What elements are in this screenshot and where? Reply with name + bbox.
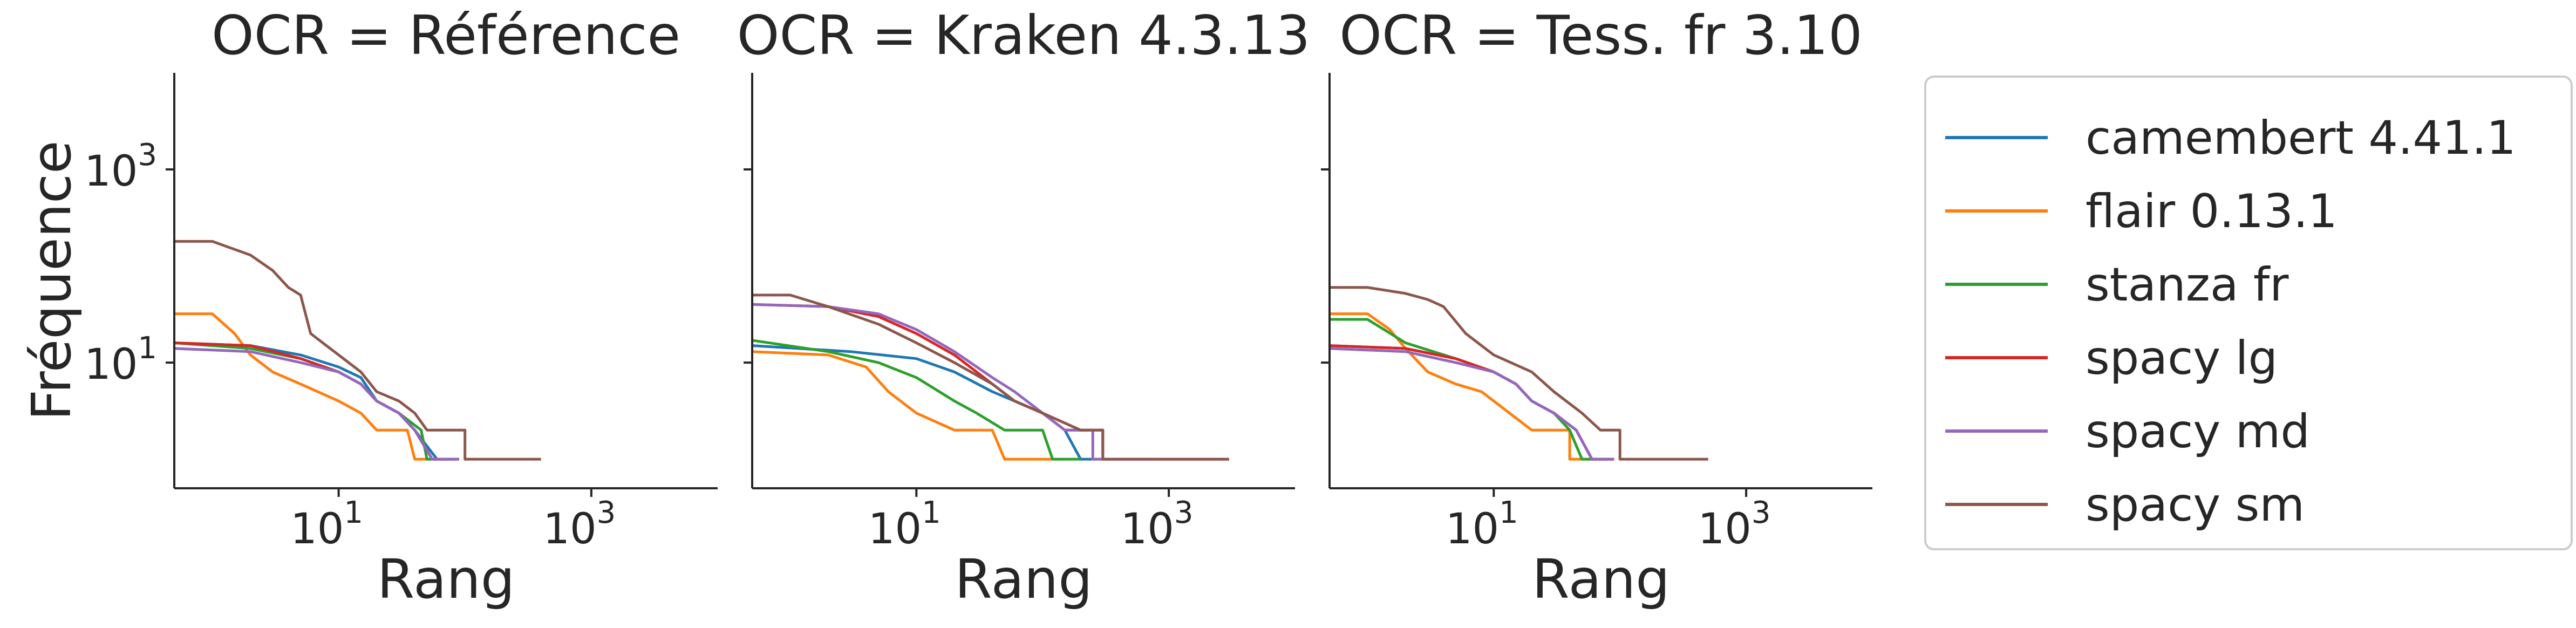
x-axis-label: Rang — [377, 548, 515, 611]
series-line-2-1 — [752, 344, 1103, 461]
series-line-3-5 — [1329, 347, 1614, 461]
y-axis-label: Fréquence — [20, 141, 83, 421]
legend-label: flair 0.13.1 — [2086, 185, 2338, 238]
series-line-2-3 — [752, 339, 1081, 461]
legend-entries: camembert 4.41.1 flair 0.13.1 stanza fr spa… — [1945, 111, 2516, 532]
chart-panels: OCR = Référence 101 103 101 103 Rang Fréquence… — [20, 4, 1872, 611]
x-tick-label: 103 — [543, 495, 616, 554]
series-line-2-2 — [752, 350, 1065, 461]
legend-label: spacy sm — [2086, 478, 2305, 532]
chart-title: OCR = Tess. fr 3.10 — [1339, 4, 1863, 67]
x-tick-label: 101 — [868, 495, 941, 554]
series-line-1-1 — [174, 342, 453, 461]
legend-label: camembert 4.41.1 — [2086, 111, 2516, 165]
series-line-2-5 — [752, 303, 1157, 461]
x-axis-label: Rang — [955, 548, 1092, 611]
legend-label: spacy md — [2086, 405, 2310, 459]
x-tick-label: 103 — [1698, 495, 1771, 554]
chart-panel-1: OCR = Référence 101 103 101 103 Rang Fréquence — [20, 4, 718, 611]
series-line-1-6 — [174, 240, 541, 461]
chart-title: OCR = Référence — [212, 4, 680, 67]
x-axis-label: Rang — [1532, 548, 1669, 611]
y-tick-label: 101 — [84, 331, 157, 389]
y-tick-label: 103 — [84, 138, 157, 196]
legend-frame — [1924, 76, 2573, 550]
x-tick-label: 101 — [1446, 495, 1518, 554]
chart-panel-3: OCR = Tess. fr 3.10 101 103 Rang — [1321, 4, 1872, 611]
series-line-2-6 — [752, 293, 1229, 461]
legend-label: spacy lg — [2086, 331, 2278, 385]
series-line-3-2 — [1330, 312, 1600, 461]
series-line-1-2 — [174, 312, 446, 461]
series-line-3-1 — [1329, 344, 1614, 461]
series-line-3-4 — [1329, 344, 1614, 461]
legend-label: stanza fr — [2086, 258, 2289, 312]
series-line-1-5 — [174, 347, 459, 461]
x-tick-label: 103 — [1121, 495, 1194, 554]
chart-panel-2: OCR = Kraken 4.3.13 101 103 Rang — [737, 4, 1310, 611]
series-line-3-6 — [1330, 286, 1708, 461]
chart-legend: camembert 4.41.1 flair 0.13.1 stanza fr spa… — [1924, 76, 2573, 550]
series-line-3-3 — [1330, 318, 1608, 461]
x-tick-label: 101 — [290, 495, 363, 554]
chart-title: OCR = Kraken 4.3.13 — [737, 4, 1310, 67]
